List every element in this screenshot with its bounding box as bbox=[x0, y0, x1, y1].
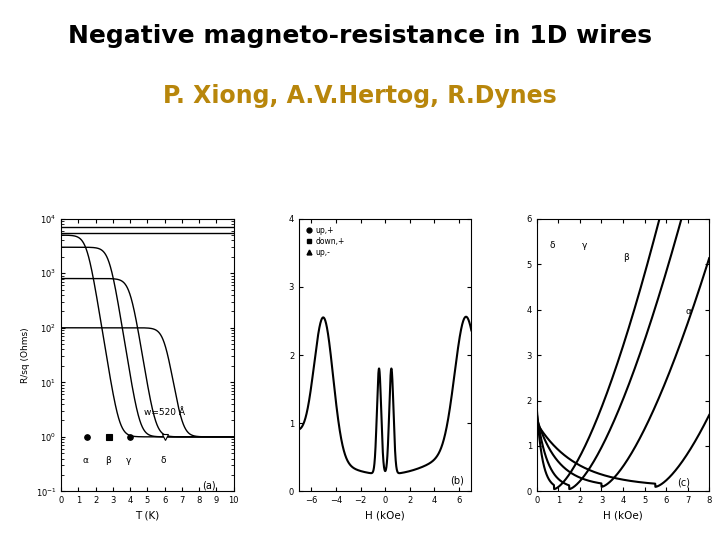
Text: (c): (c) bbox=[677, 478, 690, 488]
Text: (b): (b) bbox=[451, 475, 464, 485]
Text: (a): (a) bbox=[202, 480, 216, 490]
Text: γ: γ bbox=[582, 241, 588, 250]
Text: Negative magneto-resistance in 1D wires: Negative magneto-resistance in 1D wires bbox=[68, 24, 652, 48]
Text: γ: γ bbox=[126, 456, 131, 465]
X-axis label: H (kOe): H (kOe) bbox=[603, 511, 643, 521]
Text: β: β bbox=[105, 456, 111, 465]
Text: α: α bbox=[82, 456, 89, 465]
X-axis label: T (K): T (K) bbox=[135, 511, 160, 521]
Text: P. Xiong, A.V.Hertog, R.Dynes: P. Xiong, A.V.Hertog, R.Dynes bbox=[163, 84, 557, 107]
Legend: up,+, down,+, up,-: up,+, down,+, up,- bbox=[303, 222, 348, 260]
Text: β: β bbox=[623, 253, 629, 261]
Text: w=520 Å: w=520 Å bbox=[144, 408, 185, 417]
Y-axis label: R/sq (Ohms): R/sq (Ohms) bbox=[21, 327, 30, 383]
Text: δ: δ bbox=[550, 241, 555, 250]
Text: δ: δ bbox=[160, 456, 166, 465]
Text: α: α bbox=[685, 307, 691, 316]
X-axis label: H (kOe): H (kOe) bbox=[365, 511, 405, 521]
